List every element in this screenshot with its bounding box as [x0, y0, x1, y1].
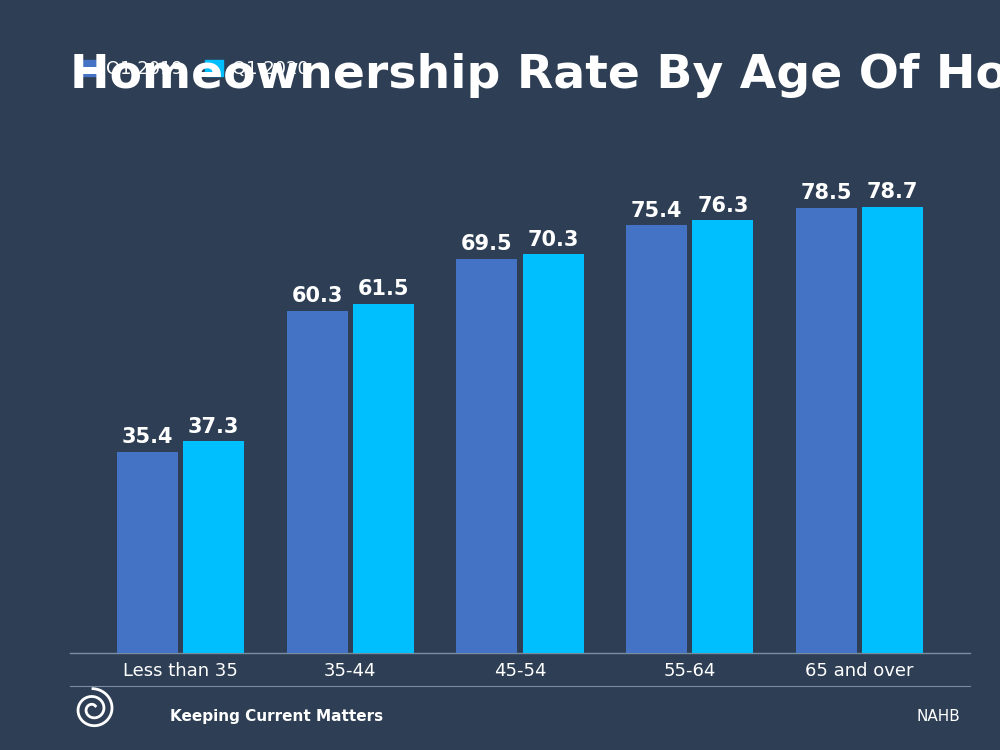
Bar: [287, 310, 348, 652]
Text: 69.5: 69.5: [461, 234, 513, 254]
Legend: Q1 2019, Q1 2020: Q1 2019, Q1 2020: [79, 60, 308, 78]
Bar: [862, 206, 923, 652]
Text: 35.4: 35.4: [122, 427, 173, 447]
Bar: [692, 220, 753, 652]
Text: 75.4: 75.4: [631, 201, 682, 220]
Text: 61.5: 61.5: [358, 280, 409, 299]
Text: 60.3: 60.3: [291, 286, 343, 306]
Text: 37.3: 37.3: [188, 416, 239, 436]
Bar: [796, 208, 857, 652]
Text: Homeownership Rate By Age Of Householder: Homeownership Rate By Age Of Householder: [70, 53, 1000, 98]
Text: Keeping Current Matters: Keeping Current Matters: [170, 709, 383, 724]
Bar: [626, 225, 687, 652]
Bar: [353, 304, 414, 652]
Bar: [183, 441, 244, 652]
Text: NAHB: NAHB: [916, 709, 960, 724]
Text: 78.5: 78.5: [801, 183, 852, 203]
Text: 70.3: 70.3: [527, 230, 579, 250]
Bar: [117, 452, 178, 652]
Text: 78.7: 78.7: [867, 182, 918, 202]
Text: 76.3: 76.3: [697, 196, 749, 215]
Bar: [456, 259, 517, 652]
Bar: [523, 254, 584, 652]
